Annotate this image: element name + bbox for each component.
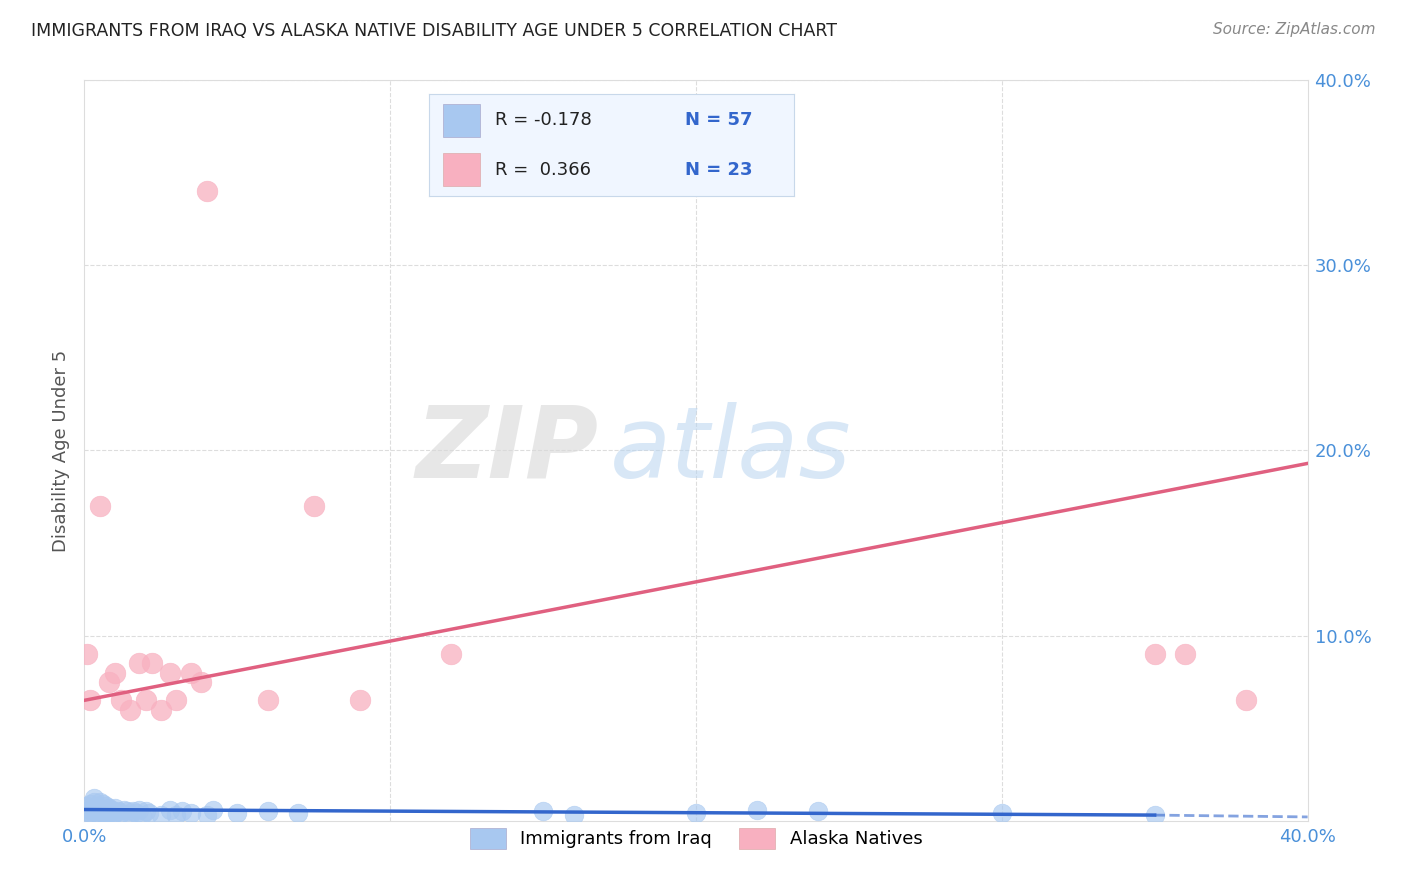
Point — [76, 805, 98, 819]
Point — [190, 674, 212, 689]
Point — [101, 803, 124, 817]
Point — [79, 797, 101, 811]
Point — [94, 805, 117, 819]
Point — [195, 184, 218, 198]
Point — [86, 798, 108, 813]
Point — [97, 806, 120, 821]
Text: R = -0.178: R = -0.178 — [495, 112, 592, 129]
Point — [91, 803, 114, 817]
Point — [257, 693, 280, 707]
Point — [440, 647, 463, 661]
Point — [991, 806, 1014, 821]
Point — [89, 800, 111, 814]
Point — [807, 805, 830, 819]
Point — [1143, 647, 1166, 661]
Text: N = 23: N = 23 — [685, 161, 752, 178]
Point — [107, 805, 129, 819]
Point — [89, 795, 111, 809]
Text: ZIP: ZIP — [415, 402, 598, 499]
Point — [104, 800, 127, 814]
Point — [76, 808, 98, 822]
Point — [159, 665, 181, 680]
Point — [1174, 647, 1197, 661]
Point — [531, 805, 554, 819]
Point — [165, 693, 187, 707]
Point — [94, 808, 117, 822]
Point — [83, 800, 105, 814]
Point — [94, 798, 117, 813]
Point — [180, 806, 202, 821]
Point — [86, 803, 108, 817]
Point — [89, 805, 111, 819]
Point — [89, 808, 111, 822]
Point — [125, 806, 148, 821]
Point — [149, 808, 172, 822]
Point — [86, 806, 108, 821]
Point — [287, 806, 309, 821]
Point — [201, 803, 224, 817]
Point — [562, 808, 585, 822]
Point — [79, 803, 101, 817]
Point — [747, 803, 769, 817]
Bar — [443, 153, 479, 186]
Point — [91, 797, 114, 811]
Point — [138, 806, 160, 821]
Point — [115, 805, 138, 819]
Point — [110, 693, 132, 707]
Point — [91, 806, 114, 821]
Point — [104, 665, 127, 680]
Point — [159, 803, 181, 817]
Point — [76, 798, 98, 813]
Text: R =  0.366: R = 0.366 — [495, 161, 591, 178]
Point — [120, 808, 142, 822]
Point — [195, 808, 218, 822]
Point — [79, 693, 101, 707]
Point — [685, 806, 707, 821]
Text: Source: ZipAtlas.com: Source: ZipAtlas.com — [1212, 22, 1375, 37]
Point — [1143, 808, 1166, 822]
Point — [83, 795, 105, 809]
Point — [128, 803, 150, 817]
Point — [122, 805, 145, 819]
Point — [83, 805, 105, 819]
Point — [120, 703, 142, 717]
Point — [76, 647, 98, 661]
Point — [101, 808, 124, 822]
Point — [135, 805, 157, 819]
Legend: Immigrants from Iraq, Alaska Natives: Immigrants from Iraq, Alaska Natives — [463, 821, 929, 856]
Point — [135, 693, 157, 707]
Point — [79, 806, 101, 821]
Point — [180, 665, 202, 680]
Text: IMMIGRANTS FROM IRAQ VS ALASKA NATIVE DISABILITY AGE UNDER 5 CORRELATION CHART: IMMIGRANTS FROM IRAQ VS ALASKA NATIVE DI… — [31, 22, 837, 40]
Point — [226, 806, 249, 821]
Point — [302, 499, 325, 513]
Point — [1236, 693, 1258, 707]
Text: atlas: atlas — [610, 402, 852, 499]
Point — [149, 703, 172, 717]
Point — [141, 657, 163, 671]
Bar — [443, 104, 479, 136]
Point — [112, 803, 135, 817]
Point — [172, 805, 194, 819]
Point — [128, 657, 150, 671]
Y-axis label: Disability Age Under 5: Disability Age Under 5 — [52, 350, 70, 551]
Point — [83, 791, 105, 805]
Point — [131, 808, 153, 822]
Point — [97, 800, 120, 814]
Point — [97, 674, 120, 689]
Point — [257, 805, 280, 819]
Point — [104, 806, 127, 821]
Point — [89, 499, 111, 513]
Text: N = 57: N = 57 — [685, 112, 752, 129]
Point — [349, 693, 371, 707]
Point — [110, 806, 132, 821]
Point — [165, 808, 187, 822]
